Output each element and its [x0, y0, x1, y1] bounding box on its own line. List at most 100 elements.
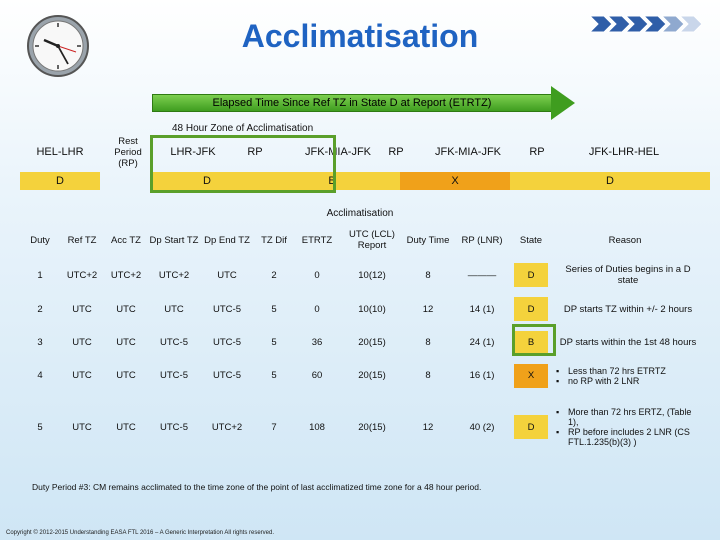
table-cell: 0 — [314, 269, 320, 281]
table-cell: UTC — [72, 303, 92, 315]
elapsed-arrow-head — [551, 86, 575, 120]
table-cell: 5 — [271, 303, 277, 315]
table-cell: UTC — [116, 337, 136, 348]
table-cell: 8 — [425, 269, 431, 281]
table-cell: 12 — [422, 421, 434, 433]
state-cell: X — [512, 359, 550, 392]
state-cell: D — [512, 258, 550, 292]
duty-sequence-label: JFK-MIA-JFK — [435, 146, 501, 158]
table-header-cell: Reason — [608, 234, 642, 246]
table-cell: 14 (1) — [469, 303, 495, 315]
state-band-b: B — [264, 172, 400, 190]
zone-label: 48 Hour Zone of Acclimatisation — [172, 123, 314, 134]
table-cell: UTC — [116, 370, 136, 381]
table-row: 1 UTC+2 UTC+2 UTC+2 UTC 2 0 10(12) 8 ——— D Series o… — [20, 258, 700, 292]
table-header-cell: Duty — [30, 234, 50, 246]
table-row: 2 UTC UTC UTC UTC-5 5 0 10(10) 12 14 (1) D DP start… — [20, 292, 700, 326]
table-cell: UTC — [116, 303, 136, 315]
table-cell: 24 (1) — [469, 337, 495, 348]
table-header-cell: Ref TZ — [67, 234, 97, 246]
table-cell: 60 — [311, 370, 323, 381]
state-band-d: D — [20, 172, 100, 190]
reason-cell: DP starts TZ within +/- 2 hours — [550, 292, 700, 326]
table-cell: 5 — [271, 337, 277, 348]
reason-list: Less than 72 hrs ETRTZno RP with 2 LNR — [556, 366, 666, 386]
table-cell: 20(15) — [358, 337, 386, 348]
table-cell: 36 — [311, 337, 323, 348]
table-header-cell: State — [519, 234, 543, 246]
state-band-d: D — [510, 172, 710, 190]
table-header-cell: Dp End TZ — [204, 234, 250, 246]
state-highlight-box — [512, 324, 556, 356]
copyright: Copyright © 2012-2015 Understanding EASA… — [6, 530, 275, 536]
table-cell: UTC-5 — [213, 303, 241, 315]
state-badge: X — [514, 363, 548, 388]
duty-sequence-label: Rest Period (RP) — [114, 136, 142, 169]
table-cell: 10(10) — [358, 303, 386, 315]
state-band-x: X — [400, 172, 510, 190]
reason-text: Series of Duties begins in a D state — [565, 264, 691, 286]
table-cell: UTC-5 — [160, 337, 188, 348]
table-cell: UTC — [72, 370, 92, 381]
zone-highlight-box — [150, 135, 336, 193]
table-header-cell: TZ Dif — [261, 234, 287, 246]
duty-sequence-label: JFK-LHR-HEL — [588, 146, 660, 158]
table-row: 3 UTC UTC UTC-5 UTC-5 5 36 20(15) 8 24 (1) B DP sta… — [20, 326, 700, 359]
state-badge: D — [514, 263, 548, 287]
reason-list: More than 72 hrs ERTZ, (Table 1),RP befo… — [556, 407, 700, 447]
duty-sequence-label: LHR-JFK — [170, 146, 216, 158]
table-header-cell: UTC (LCL) Report — [349, 229, 395, 251]
table-cell: UTC-5 — [213, 370, 241, 381]
reason-cell: Series of Duties begins in a D state — [550, 258, 700, 292]
table-cell: 3 — [37, 337, 43, 348]
table-cell: 5 — [37, 421, 43, 433]
duty-sequence-label: RP — [388, 146, 404, 158]
reason-item: no RP with 2 LNR — [556, 376, 666, 386]
table-cell: 4 — [37, 370, 43, 381]
reason-item: RP before includes 2 LNR (CS FTL.1.235(b… — [556, 427, 700, 447]
elapsed-time-bar: Elapsed Time Since Ref TZ in State D at … — [152, 94, 552, 112]
duty-sequence-label: JFK-MIA-JFK — [305, 146, 371, 158]
table-cell: 8 — [425, 370, 431, 381]
state-badge: D — [514, 297, 548, 321]
chevron-arrows-icon — [590, 15, 702, 33]
duty-sequence-label: RP — [247, 146, 263, 158]
table-cell: 20(15) — [358, 370, 386, 381]
table-header-row: Duty Ref TZ Acc TZ Dp Start TZ Dp End TZ TZ D… — [20, 222, 700, 258]
state-cell: D — [512, 292, 550, 326]
table-cell: 40 (2) — [469, 421, 495, 433]
table-cell: UTC+2 — [158, 269, 190, 281]
table-cell: 5 — [271, 370, 277, 381]
table-cell: 16 (1) — [469, 370, 495, 381]
table-cell: 108 — [309, 421, 325, 433]
table-cell: UTC-5 — [160, 370, 188, 381]
reason-text: DP starts TZ within +/- 2 hours — [563, 303, 693, 315]
table-header-cell: Dp Start TZ — [149, 234, 199, 246]
clock-icon — [27, 15, 89, 77]
duty-note: Duty Period #3: CM remains acclimated to… — [32, 482, 482, 492]
table-header-cell: Duty Time — [406, 234, 450, 246]
table-row: 4 UTC UTC UTC-5 UTC-5 5 60 20(15) 8 16 (1) X Less t… — [20, 359, 700, 392]
state-cell: D — [512, 392, 550, 462]
table-cell: UTC+2 — [66, 269, 98, 281]
table-cell: UTC — [116, 421, 136, 433]
reason-cell: DP starts within the 1st 48 hours — [550, 326, 700, 359]
table-cell: 10(12) — [358, 269, 386, 281]
reason-text: DP starts within the 1st 48 hours — [559, 337, 697, 348]
table-cell: UTC — [72, 421, 92, 433]
state-band-d: D — [150, 172, 264, 190]
table-cell: 12 — [422, 303, 434, 315]
table-cell: UTC+2 — [110, 269, 142, 281]
table-cell: UTC — [72, 337, 92, 348]
duty-sequence-label: HEL-LHR — [36, 146, 84, 158]
table-cell: 7 — [271, 421, 277, 433]
table-cell: 2 — [271, 269, 277, 281]
table-row: 5 UTC UTC UTC-5 UTC+2 7 108 20(15) 12 40 (2) D More… — [20, 392, 700, 462]
page-title: Acclimatisation — [241, 18, 479, 54]
duty-sequence-label: RP — [529, 146, 545, 158]
state-cell: B — [512, 326, 550, 359]
table-cell: UTC-5 — [213, 337, 241, 348]
table-header-cell: RP (LNR) — [461, 234, 503, 246]
table-header-cell: Acc TZ — [111, 234, 141, 246]
reason-item: Less than 72 hrs ETRTZ — [556, 366, 666, 376]
